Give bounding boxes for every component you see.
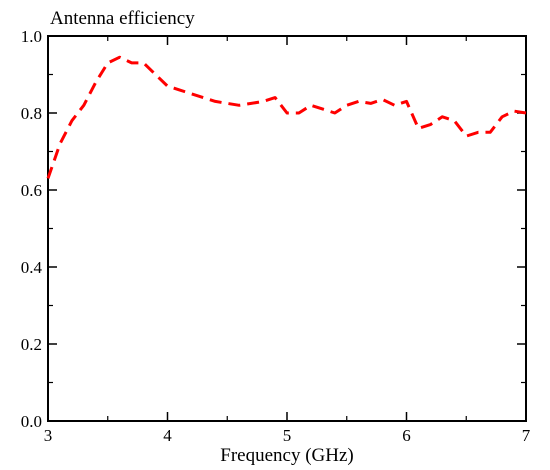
y-tick-label: 1.0 — [21, 27, 42, 46]
x-tick-label: 6 — [402, 426, 411, 445]
series-layer — [46, 55, 527, 179]
y-tick-label: 0.2 — [21, 335, 42, 354]
plot-frame — [47, 35, 527, 422]
efficiency-series-line — [46, 55, 527, 179]
x-tick-label: 3 — [44, 426, 53, 445]
y-tick-label: 0.8 — [21, 104, 42, 123]
y-axis-title: Antenna efficiency — [50, 8, 195, 29]
y-tick-label: 0.6 — [21, 181, 42, 200]
y-ticks: 0.0 0.2 0.4 0.6 0.8 1.0 — [21, 27, 526, 431]
x-tick-label: 7 — [522, 426, 531, 445]
y-tick-label: 0.0 — [21, 412, 42, 431]
y-tick-label: 0.4 — [21, 258, 43, 277]
x-ticks: 3 4 5 6 7 — [44, 36, 531, 445]
x-tick-label: 4 — [163, 426, 172, 445]
x-axis-title: Frequency (GHz) — [220, 445, 353, 466]
x-tick-label: 5 — [283, 426, 292, 445]
